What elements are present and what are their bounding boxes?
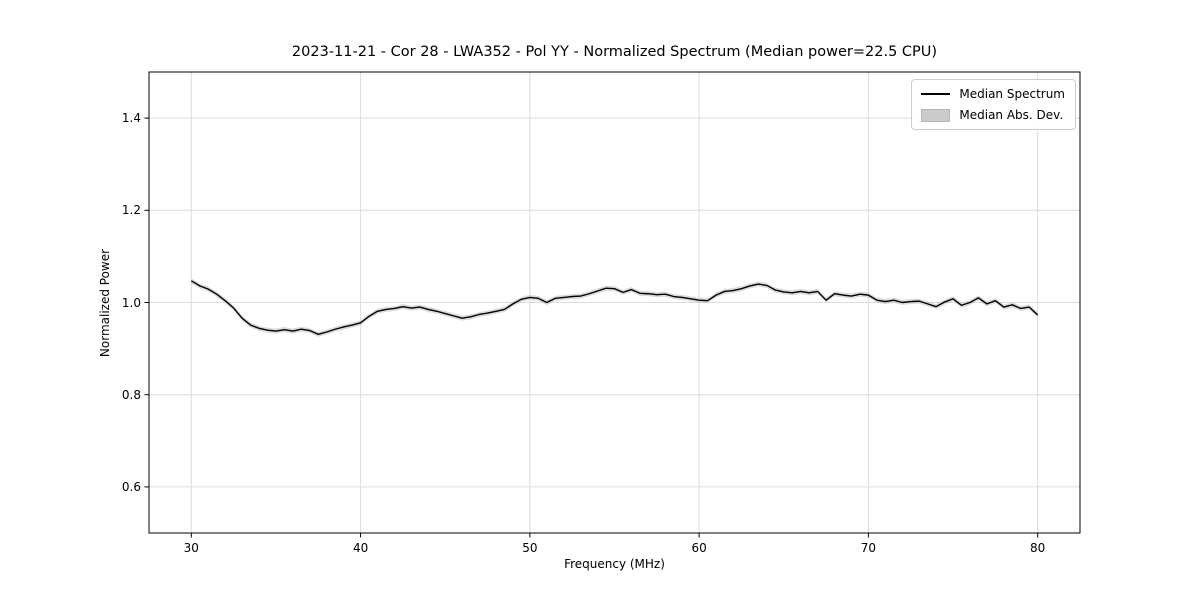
line-swatch-icon — [921, 93, 951, 95]
y-tick-label: 0.8 — [121, 387, 141, 402]
legend: Median Spectrum Median Abs. Dev. — [911, 79, 1076, 130]
chart-title: 2023-11-21 - Cor 28 - LWA352 - Pol YY - … — [291, 44, 938, 60]
x-tick-label: 80 — [1030, 541, 1046, 555]
x-tick-label: 50 — [522, 541, 538, 555]
legend-item-median-abs-dev: Median Abs. Dev. — [921, 108, 1065, 122]
x-tick-label: 70 — [860, 541, 877, 555]
mad-band — [191, 278, 1038, 337]
x-tick-label: 60 — [691, 541, 707, 555]
x-axis-label: Frequency (MHz) — [564, 557, 665, 571]
x-tick-label: 40 — [352, 541, 369, 555]
y-tick-label: 0.6 — [121, 479, 141, 494]
legend-label: Median Abs. Dev. — [959, 108, 1064, 122]
legend-label: Median Spectrum — [959, 87, 1065, 101]
y-tick-label: 1.4 — [121, 111, 141, 126]
spectrum-line — [190, 280, 1039, 336]
y-tick-label: 1.2 — [121, 203, 141, 218]
y-tick-label: 1.0 — [121, 295, 141, 310]
legend-item-median-spectrum: Median Spectrum — [921, 87, 1065, 101]
x-tick-label: 30 — [183, 541, 199, 555]
patch-swatch-icon — [921, 108, 951, 122]
